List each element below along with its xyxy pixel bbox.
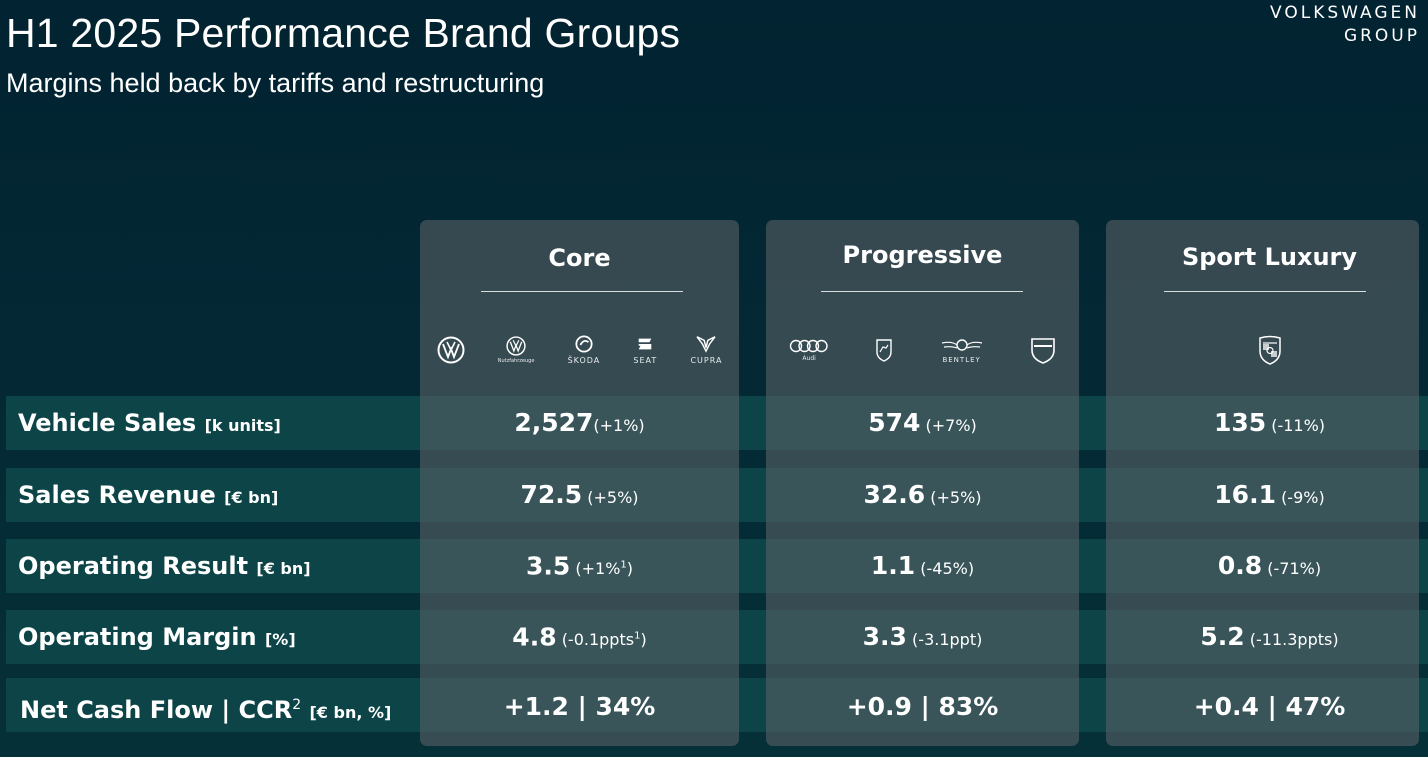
brand-word-audi: Audi: [802, 354, 816, 362]
row-label-text: Sales Revenue: [18, 481, 216, 509]
page-subtitle: Margins held back by tariffs and restruc…: [6, 68, 545, 98]
cell-progressive-operating-margin: 3.3 (-3.1ppt): [766, 610, 1079, 664]
cell-value: 3.3: [862, 622, 907, 651]
cell-change: (+5%): [587, 488, 639, 507]
cell-value: 574: [868, 408, 921, 437]
panel-divider: [481, 291, 683, 292]
cell-change: (-0.1ppts: [561, 630, 635, 650]
cell-change-close: ): [640, 630, 647, 650]
logo-line-1: VOLKSWAGEN: [1270, 3, 1420, 23]
row-label-operating-margin: Operating Margin [%]: [18, 610, 296, 664]
panel-progressive: Progressive Audi BENTLEY 574 (+7%) 32.6 …: [766, 220, 1079, 746]
row-label-unit: [€ bn]: [256, 559, 311, 578]
cell-footnote: 1: [620, 560, 627, 571]
cell-value: 32.6: [863, 480, 926, 509]
cell-change: (+1%): [593, 416, 645, 435]
brand-word-bentley: BENTLEY: [942, 355, 981, 364]
brand-logos-sport-luxury: [1120, 330, 1419, 370]
panel-divider: [1164, 291, 1366, 292]
cell-value: +0.4 | 47%: [1193, 692, 1346, 721]
cell-change: (+5%): [930, 488, 982, 507]
panel-divider: [821, 291, 1023, 292]
volkswagen-group-logo: VOLKSWAGEN GROUP: [1270, 2, 1420, 48]
cell-change: (-71%): [1267, 559, 1322, 578]
brand-word-skoda: ŠKODA: [567, 356, 601, 365]
logo-line-2: GROUP: [1343, 26, 1420, 46]
row-label-sales-revenue: Sales Revenue [€ bn]: [18, 468, 278, 522]
panel-title-core: Core: [548, 244, 611, 272]
cell-sport-luxury-operating-margin: 5.2 (-11.3ppts): [1120, 610, 1419, 664]
seat-icon: SEAT: [633, 335, 657, 365]
brand-logos-progressive: Audi BENTLEY: [766, 330, 1079, 370]
brand-word-commercial: Nutzfahrzeuge: [497, 358, 535, 364]
cupra-icon: CUPRA: [690, 335, 722, 365]
audi-icon: Audi: [789, 339, 829, 362]
row-label-text: Vehicle Sales: [18, 409, 197, 437]
row-label-text: Operating Result: [18, 552, 249, 580]
volkswagen-icon: [437, 336, 465, 364]
cell-sport-luxury-operating-result: 0.8 (-71%): [1120, 539, 1419, 593]
cell-change-close: ): [626, 559, 634, 579]
cell-change: (-9%): [1281, 488, 1325, 507]
cell-value: 2,527: [514, 408, 594, 437]
cell-value: +0.9 | 83%: [846, 692, 999, 721]
lamborghini-icon: [875, 338, 893, 362]
porsche-icon: [1258, 335, 1282, 365]
cell-value: 16.1: [1214, 480, 1276, 509]
row-label-unit: [€ bn, %]: [309, 703, 392, 722]
row-label-unit: [%]: [264, 630, 296, 649]
panel-title-progressive: Progressive: [842, 241, 1003, 269]
cell-value: 0.8: [1217, 551, 1263, 580]
panel-core: Core Nutzfahrzeuge ŠKODA SEAT CUPRA 2,52…: [420, 220, 739, 746]
cell-footnote: 1: [634, 631, 641, 642]
cell-value: +1.2 | 34%: [503, 692, 656, 721]
row-label-unit: [€ bn]: [224, 488, 279, 507]
panel-sport-luxury: Sport Luxury 135 (-11%) 16.1 (-9%) 0.8 (…: [1106, 220, 1419, 746]
cell-value: 72.5: [520, 480, 583, 509]
page-title: H1 2025 Performance Brand Groups: [6, 10, 681, 56]
cell-change: (-11.3ppts): [1249, 630, 1339, 649]
cell-core-operating-margin: 4.8 (-0.1ppts1): [420, 610, 739, 664]
cell-sport-luxury-sales-revenue: 16.1 (-9%): [1120, 468, 1419, 522]
cell-progressive-net-cash-flow: +0.9 | 83%: [766, 680, 1079, 734]
brand-word-seat: SEAT: [633, 356, 658, 365]
cell-change: (+1%: [575, 559, 621, 579]
row-label-vehicle-sales: Vehicle Sales [k units]: [18, 396, 281, 450]
row-label-footnote: 2: [292, 697, 302, 713]
cell-core-net-cash-flow: +1.2 | 34%: [420, 680, 739, 734]
vw-commercial-icon: Nutzfahrzeuge: [497, 336, 535, 364]
cell-value: 5.2: [1200, 622, 1245, 651]
cell-core-vehicle-sales: 2,527(+1%): [420, 396, 739, 450]
cell-sport-luxury-net-cash-flow: +0.4 | 47%: [1120, 680, 1419, 734]
cell-progressive-operating-result: 1.1 (-45%): [766, 539, 1079, 593]
cell-value: 1.1: [870, 551, 916, 580]
row-label-text: Operating Margin: [18, 623, 257, 651]
cell-core-sales-revenue: 72.5 (+5%): [420, 468, 739, 522]
skoda-icon: ŠKODA: [568, 335, 601, 365]
cell-progressive-vehicle-sales: 574 (+7%): [766, 396, 1079, 450]
cell-sport-luxury-vehicle-sales: 135 (-11%): [1120, 396, 1419, 450]
row-label-net-cash-flow: Net Cash Flow | CCR2 [€ bn, %]: [20, 678, 391, 732]
cell-change: (-11%): [1271, 416, 1326, 435]
ducati-icon: [1030, 336, 1056, 364]
row-label-unit: [k units]: [204, 416, 281, 435]
cell-value: 3.5: [525, 551, 571, 581]
bentley-icon: BENTLEY: [940, 337, 984, 364]
row-label-text: Net Cash Flow | CCR: [20, 696, 293, 724]
cell-progressive-sales-revenue: 32.6 (+5%): [766, 468, 1079, 522]
brand-logos-core: Nutzfahrzeuge ŠKODA SEAT CUPRA: [420, 330, 739, 370]
cell-value: 135: [1213, 408, 1267, 437]
brand-word-cupra: CUPRA: [690, 356, 723, 365]
cell-change: (+7%): [925, 416, 977, 435]
panel-title-sport-luxury: Sport Luxury: [1181, 243, 1358, 271]
cell-value: 4.8: [512, 622, 557, 652]
cell-core-operating-result: 3.5 (+1%1): [420, 539, 739, 593]
cell-change: (-45%): [920, 559, 975, 578]
cell-change: (-3.1ppt): [912, 630, 983, 649]
row-label-operating-result: Operating Result [€ bn]: [18, 539, 311, 593]
